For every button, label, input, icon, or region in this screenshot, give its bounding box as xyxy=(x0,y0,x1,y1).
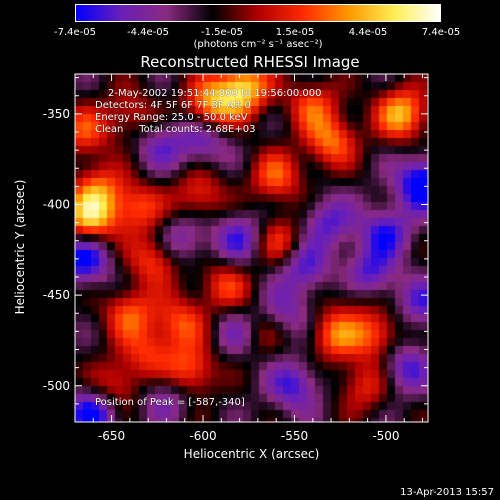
colorbar-tick-label: 4.4e-05 xyxy=(348,27,388,38)
energy-range-annotation: Energy Range: 25.0 - 50.0 keV xyxy=(95,112,248,123)
x-tick-label: -500 xyxy=(372,429,399,443)
plot-area: 2-May-2002 19:51:44.000 to 19:56:00.000 … xyxy=(75,74,428,422)
colorbar-tick-label: -4.4e-05 xyxy=(127,27,169,38)
colorbar-tick-label: -1.5e-05 xyxy=(201,27,243,38)
detectors-annotation: Detectors: 4F 5F 6F 7F 8F Att 0 xyxy=(95,100,251,111)
x-tick-label: -550 xyxy=(281,429,308,443)
y-tick-label: -450 xyxy=(43,288,70,302)
colorbar-tick-label: 7.4e-05 xyxy=(421,27,461,38)
y-tick-label: -350 xyxy=(43,107,70,121)
colorbar-gradient xyxy=(76,5,440,21)
colorbar-tick-label: -7.4e-05 xyxy=(54,27,96,38)
x-tick-label: -600 xyxy=(189,429,216,443)
plot-frame xyxy=(74,73,429,423)
footer-date: 13-Apr-2013 15:57 xyxy=(400,487,494,498)
x-axis-label: Heliocentric X (arcsec) xyxy=(183,447,320,461)
y-tick-label: -500 xyxy=(43,379,70,393)
image-map xyxy=(75,74,428,422)
x-tick-label: -650 xyxy=(98,429,125,443)
time-range-annotation: 2-May-2002 19:51:44.000 to 19:56:00.000 xyxy=(108,88,322,99)
chart-title: Reconstructed RHESSI Image xyxy=(140,53,360,71)
y-tick-label: -400 xyxy=(43,198,70,212)
colorbar xyxy=(75,4,441,22)
colorbar-unit-label: (photons cm⁻² s⁻¹ asec⁻²) xyxy=(193,39,323,50)
method-counts-annotation: Clean Total counts: 2.68E+03 xyxy=(95,124,256,135)
peak-position-annotation: Position of Peak = [-587,-340] xyxy=(95,397,245,408)
y-axis-label: Heliocentric Y (arcsec) xyxy=(13,179,27,315)
colorbar-tick-label: 1.5e-05 xyxy=(275,27,315,38)
